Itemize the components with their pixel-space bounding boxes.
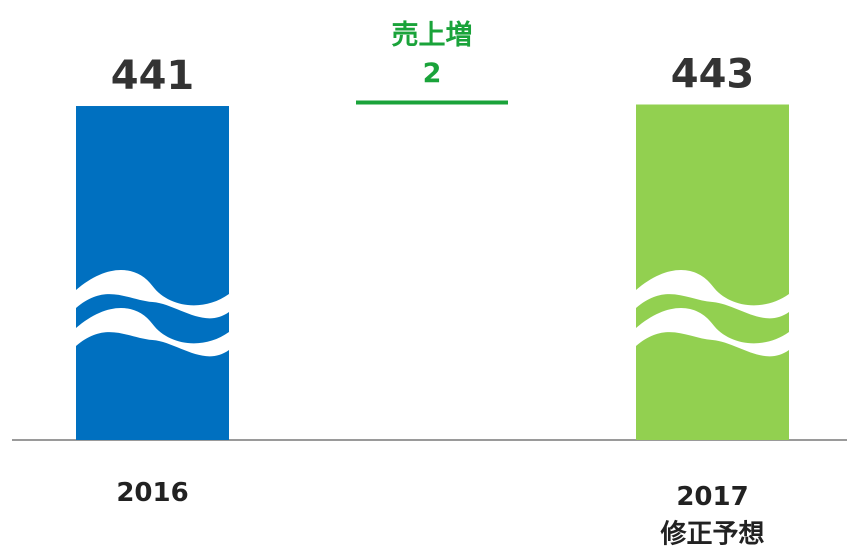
x-tick-label: 2017 修正予想: [659, 482, 764, 550]
value-label: 441: [111, 53, 195, 99]
axis-break: [636, 307, 789, 357]
value-label: 443: [671, 52, 755, 98]
bar: [636, 104, 789, 440]
axis-break: [76, 307, 229, 357]
x-tick-label: 2016: [116, 478, 188, 508]
delta-label: 売上増: [392, 19, 473, 51]
axis-break: [76, 269, 229, 319]
delta-value: 2: [423, 58, 442, 89]
axis-break: [636, 269, 789, 319]
bar: [76, 106, 229, 441]
